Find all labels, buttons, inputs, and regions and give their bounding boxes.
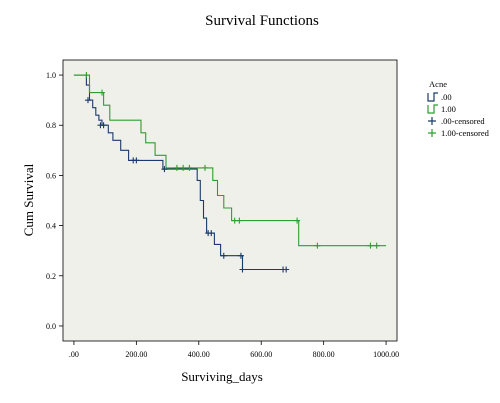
legend-label: 1.00-censored [441, 128, 490, 138]
y-axis-label: Cum Survival [21, 163, 36, 236]
censor-mark [173, 164, 180, 171]
censor-mark [283, 266, 290, 273]
censor-mark [220, 252, 227, 259]
x-tick-label: .00 [69, 350, 79, 359]
legend-title: Acne [429, 79, 447, 89]
censor-mark [83, 72, 90, 79]
censor-mark [314, 242, 321, 249]
censor-mark [84, 97, 91, 104]
censor-mark [237, 252, 244, 259]
y-tick-label: 0.0 [46, 322, 56, 331]
censor-mark [202, 164, 209, 171]
x-axis-label: Surviving_days [181, 369, 263, 384]
censor-mark [99, 89, 106, 96]
legend-label: 1.00 [441, 104, 456, 114]
censor-mark [161, 166, 168, 173]
legend-label: .00-censored [441, 116, 485, 126]
legend-label: .00 [441, 92, 452, 102]
censor-mark [236, 217, 243, 224]
x-tick-label: 1000.00 [373, 350, 399, 359]
y-tick-label: 0.2 [46, 272, 56, 281]
chart-title: Survival Functions [205, 13, 319, 29]
censor-mark [100, 122, 107, 129]
x-tick-label: 800.00 [313, 350, 335, 359]
censor-mark [180, 164, 187, 171]
y-tick-label: 0.6 [46, 171, 56, 180]
censor-mark [186, 164, 193, 171]
censor-mark [373, 242, 380, 249]
censor-mark [294, 217, 301, 224]
legend: Acne .00 1.00 .00-censored 1.00-censored [427, 79, 490, 138]
series-layer [73, 72, 387, 273]
censor-mark [239, 266, 246, 273]
y-tick-label: 0.4 [46, 222, 56, 231]
x-tick-label: 600.00 [250, 350, 272, 359]
survival-curve-1 [73, 74, 387, 247]
x-tick-label: 400.00 [188, 350, 210, 359]
legend-censor-swatch [428, 129, 436, 137]
legend-step-swatch [427, 92, 438, 102]
censor-mark [208, 230, 215, 237]
legend-step-swatch [427, 104, 438, 114]
x-tick-label: 200.00 [125, 350, 147, 359]
axis-ticks: .00 200.00 400.00 600.00 800.00 1000.00 0.0 0.2… [46, 71, 399, 359]
plot-area [62, 59, 398, 342]
legend-entries: .00 1.00 .00-censored 1.00-censored [427, 92, 490, 138]
censor-mark [133, 157, 140, 164]
legend-censor-swatch [428, 117, 436, 125]
censor-mark [367, 242, 374, 249]
y-tick-label: 0.8 [46, 121, 56, 130]
y-tick-label: 1.0 [46, 71, 56, 80]
